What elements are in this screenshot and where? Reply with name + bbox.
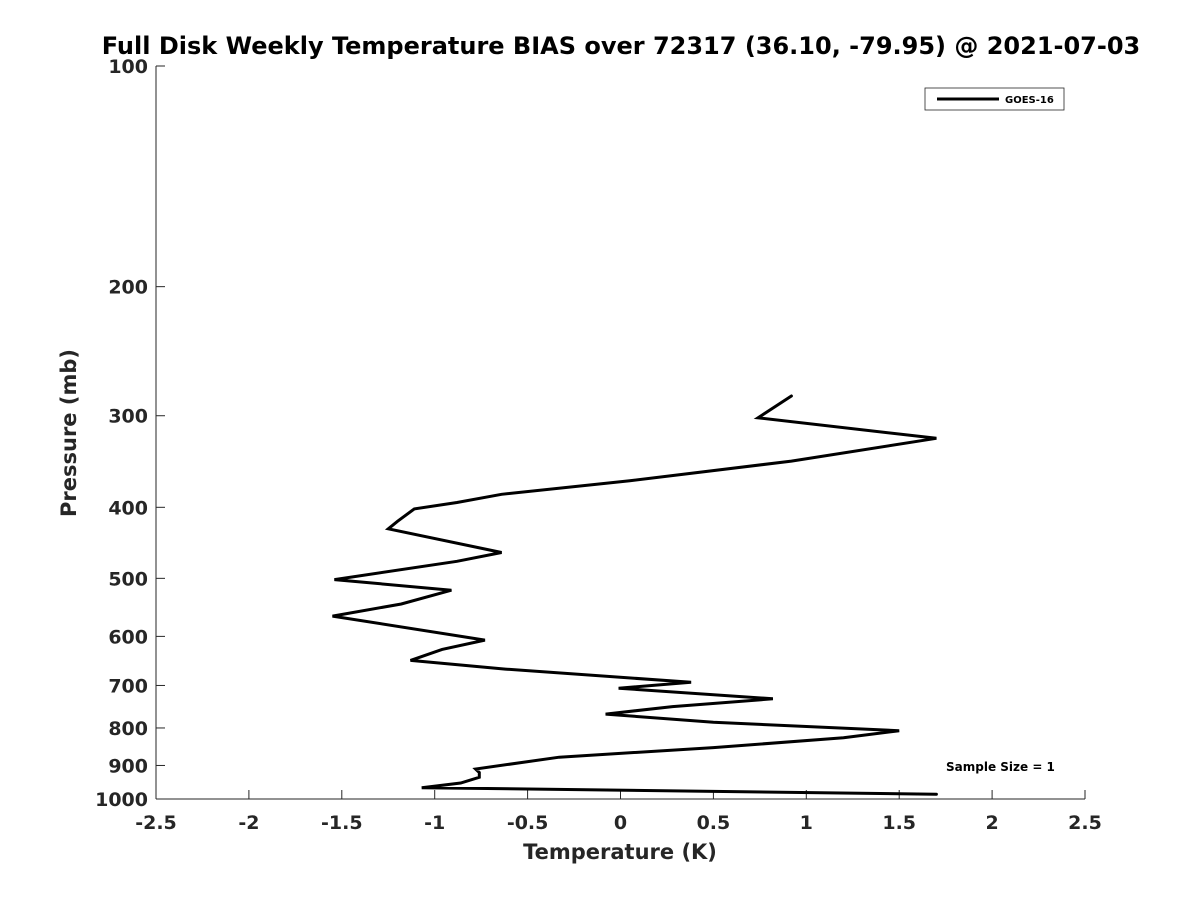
x-tick-label: -1.5	[321, 812, 363, 834]
x-axis-ticks: -2.5 -2 -1.5 -1 -0.5 0 0.5 1 1.5 2 2.5	[135, 790, 1102, 834]
y-tick-label: 900	[108, 755, 148, 777]
x-tick-label: 1	[800, 812, 813, 834]
y-tick-label: 700	[108, 675, 148, 697]
x-axis-label: Temperature (K)	[523, 840, 717, 864]
y-axis-label: Pressure (mb)	[57, 349, 81, 517]
x-tick-label: -0.5	[507, 812, 549, 834]
x-tick-label: 0.5	[697, 812, 731, 834]
x-tick-label: -2.5	[135, 812, 177, 834]
x-tick-label: 0	[614, 812, 627, 834]
x-tick-label: 2.5	[1068, 812, 1102, 834]
x-tick-label: -2	[238, 812, 259, 834]
y-axis-ticks: 100 200 300 400 500 600 700 800 900 1000	[95, 56, 165, 811]
series-line-goes-16	[332, 394, 938, 796]
y-tick-label: 500	[108, 568, 148, 590]
y-tick-label: 600	[108, 626, 148, 648]
y-tick-label: 1000	[95, 789, 148, 811]
legend-label-goes-16: GOES-16	[1005, 95, 1054, 106]
x-tick-label: -1	[424, 812, 445, 834]
y-tick-label: 300	[108, 406, 148, 428]
legend: GOES-16	[924, 87, 1065, 111]
x-tick-label: 1.5	[882, 812, 916, 834]
y-tick-label: 400	[108, 497, 148, 519]
chart-title: Full Disk Weekly Temperature BIAS over 7…	[102, 32, 1141, 60]
y-tick-label: 800	[108, 718, 148, 740]
y-tick-label: 100	[108, 56, 148, 78]
series-layer	[332, 394, 938, 796]
sample-size-annotation: Sample Size = 1	[946, 760, 1055, 774]
y-tick-label: 200	[108, 277, 148, 299]
x-tick-label: 2	[985, 812, 998, 834]
